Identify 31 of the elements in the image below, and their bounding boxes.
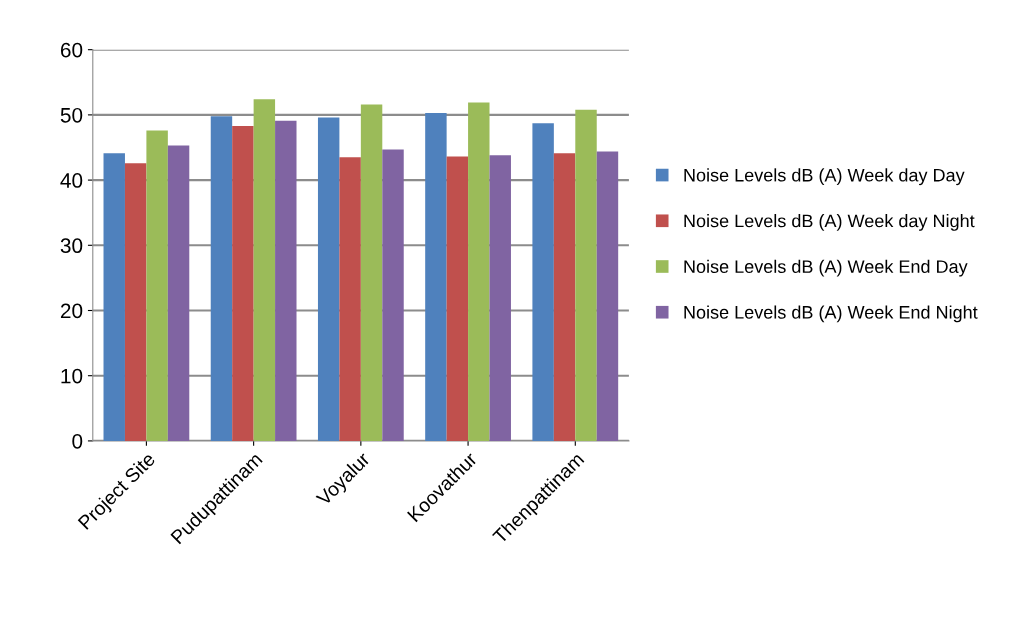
bar: [232, 125, 254, 441]
y-tick-label: 20: [60, 303, 83, 319]
bar: [210, 116, 233, 441]
bar: [253, 99, 276, 441]
bar: [553, 153, 576, 441]
legend-label: Noise Levels dB (A) Week day Night: [684, 214, 975, 231]
legend-label: Noise Levels dB (A) Week day Day: [684, 168, 965, 186]
bar: [446, 156, 469, 441]
bar: [124, 163, 147, 441]
bar: [425, 112, 447, 441]
bar: [489, 155, 511, 441]
y-tick-label: 60: [60, 42, 83, 58]
y-tick-label: 10: [61, 368, 83, 384]
y-tick-label: 0: [72, 433, 83, 449]
bar: [317, 117, 340, 441]
bar: [382, 149, 404, 441]
y-tick-label: 30: [60, 238, 83, 254]
bar: [167, 145, 190, 441]
y-tick-label: 40: [60, 173, 83, 188]
bar: [339, 157, 361, 441]
bar: [596, 151, 619, 441]
y-tick-label: 50: [60, 107, 83, 123]
bar: [103, 153, 125, 441]
bar: [575, 109, 597, 441]
bar: [532, 123, 554, 441]
bar: [275, 120, 297, 441]
bar: [360, 104, 383, 441]
bar: [146, 130, 168, 441]
bar: [468, 102, 490, 441]
legend-label: Noise Levels dB (A) Week End Day: [684, 259, 968, 277]
legend-label: Noise Levels dB (A) Week End Night: [684, 305, 978, 323]
